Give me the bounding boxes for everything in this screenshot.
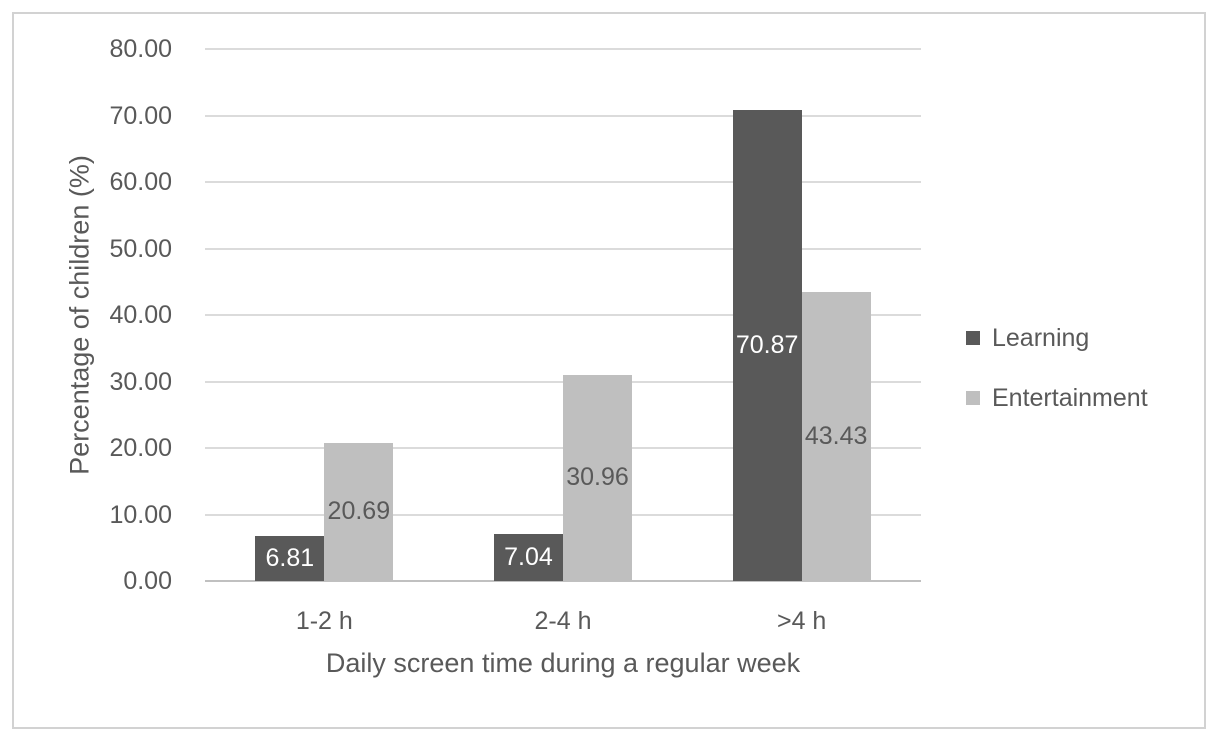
gridline [205, 314, 921, 316]
bar-entertainment->4 h: 43.43 [801, 292, 871, 581]
data-label: 20.69 [327, 497, 391, 526]
gridline [205, 114, 921, 117]
x-axis-line [205, 580, 921, 582]
chart-border [12, 12, 1206, 729]
legend-swatch-icon [966, 391, 980, 405]
legend-swatch-icon [966, 331, 980, 345]
y-tick-label: 60.00 [109, 168, 172, 196]
x-axis-title: Daily screen time during a regular week [325, 648, 801, 678]
x-tick-label: 1-2 h [295, 607, 353, 635]
data-label: 70.87 [735, 330, 799, 359]
x-tick-label: 2-4 h [534, 607, 592, 635]
gridline [205, 247, 921, 250]
bar-learning->4 h: 70.87 [732, 109, 802, 581]
plot-area: 6.81 20.69 7.04 30.96 70.87 43.43 [205, 48, 921, 582]
data-label: 6.81 [265, 543, 315, 572]
legend: Learning Entertainment [966, 320, 1148, 416]
gridline [205, 48, 921, 50]
legend-label: Entertainment [992, 383, 1148, 412]
bar-learning-2-4 h: 7.04 [494, 534, 563, 581]
x-tick-label: >4 h [776, 607, 827, 635]
bar-entertainment-1-2 h: 20.69 [324, 443, 394, 581]
y-tick-label: 20.00 [109, 434, 172, 462]
bar-learning-1-2 h: 6.81 [255, 535, 325, 581]
y-tick-label: 10.00 [109, 500, 172, 529]
legend-label: Learning [992, 323, 1090, 352]
y-tick-label: 30.00 [109, 367, 172, 396]
y-tick-label: 50.00 [109, 234, 172, 263]
data-label: 7.04 [504, 542, 553, 571]
data-label: 43.43 [804, 421, 868, 450]
y-tick-label: 80.00 [109, 35, 172, 63]
bar-entertainment-2-4 h: 30.96 [563, 375, 632, 581]
y-tick-label: 40.00 [109, 301, 172, 329]
gridline [205, 181, 921, 183]
legend-item-entertainment: Entertainment [966, 380, 1148, 416]
data-label: 30.96 [566, 463, 629, 492]
legend-item-learning: Learning [966, 320, 1148, 356]
y-tick-label: 0.00 [123, 567, 172, 595]
y-tick-label: 70.00 [109, 101, 172, 130]
